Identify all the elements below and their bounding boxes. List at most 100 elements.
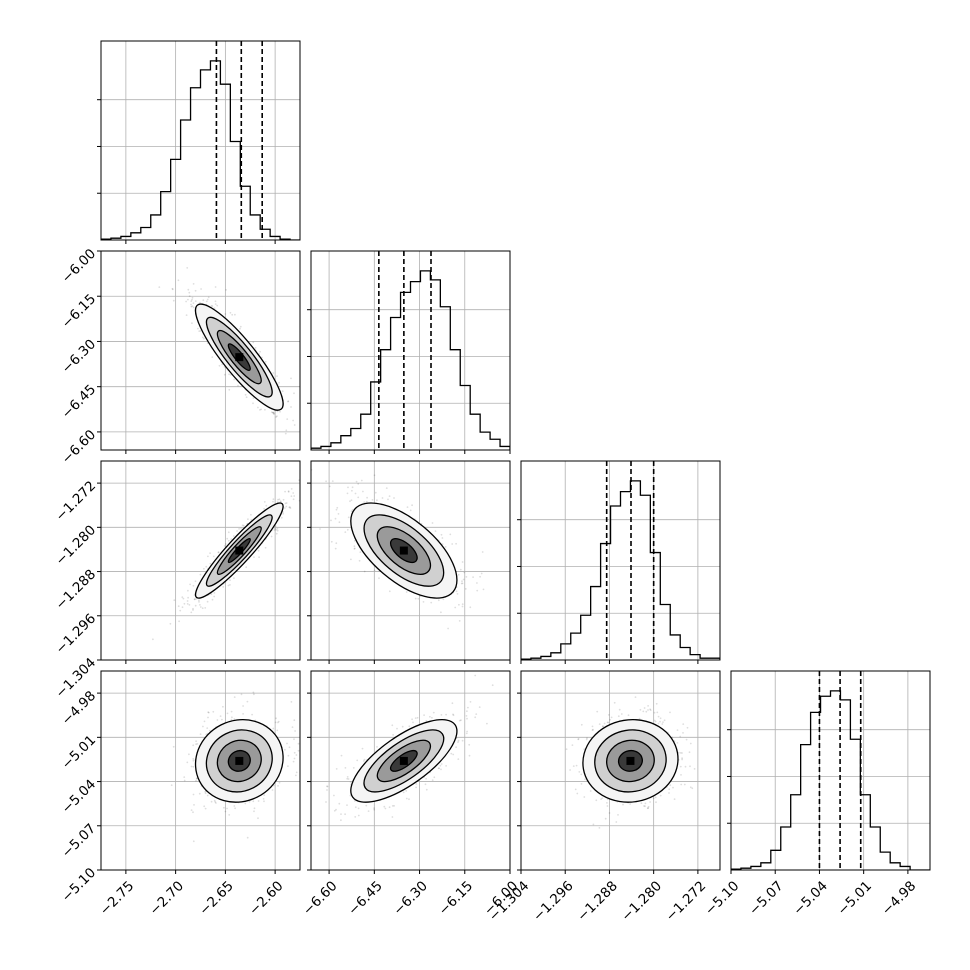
panel-content (101, 41, 300, 240)
scatter-point (286, 742, 288, 745)
scatter-point (478, 706, 481, 708)
panel-r3-c0 (97, 670, 301, 874)
scatter-point (482, 588, 485, 591)
scatter-point (412, 721, 414, 724)
scatter-point (252, 341, 255, 344)
scatter-point (183, 776, 186, 778)
scatter-point (190, 303, 192, 306)
histogram-step (731, 690, 930, 870)
scatter-point (192, 840, 195, 843)
scatter-point (396, 727, 398, 730)
scatter-point (662, 721, 664, 723)
scatter-point (425, 777, 427, 780)
scatter-point (350, 558, 352, 561)
scatter-point (282, 512, 285, 515)
scatter-point (649, 708, 651, 711)
scatter-point (622, 803, 624, 806)
scatter-point (192, 765, 195, 768)
scatter-point (293, 751, 296, 754)
scatter-point (577, 738, 580, 740)
scatter-point (211, 356, 214, 358)
scatter-point (331, 480, 334, 482)
scatter-point (357, 496, 360, 499)
scatter-point (647, 705, 649, 707)
scatter-point (461, 605, 464, 608)
scatter-point (491, 684, 494, 687)
scatter-point (627, 714, 630, 717)
scatter-point (272, 411, 274, 414)
scatter-point (276, 529, 279, 532)
scatter-point (676, 729, 679, 731)
scatter-point (233, 718, 236, 720)
scatter-point (455, 590, 458, 593)
scatter-point (274, 525, 277, 527)
scatter-point (440, 714, 443, 716)
scatter-point (441, 543, 444, 545)
scatter-point (233, 378, 236, 381)
scatter-point (580, 773, 583, 776)
scatter-point (450, 752, 453, 755)
scatter-point (257, 817, 259, 820)
scatter-point (679, 735, 682, 738)
scatter-point (240, 527, 242, 530)
scatter-point (610, 716, 613, 719)
scatter-point (467, 706, 469, 709)
scatter-point (265, 504, 268, 507)
histogram-step (521, 480, 720, 660)
scatter-point (254, 346, 257, 349)
scatter-point (680, 783, 683, 786)
density-contour (205, 729, 273, 793)
scatter-point (233, 805, 236, 807)
scatter-point (647, 709, 649, 711)
panel-r0-c0 (97, 40, 301, 244)
scatter-point (275, 416, 277, 418)
scatter-point (684, 765, 687, 768)
scatter-point (668, 792, 670, 794)
scatter-point (253, 810, 255, 813)
scatter-point (191, 322, 193, 324)
scatter-point (444, 546, 447, 548)
scatter-point (350, 510, 353, 512)
scatter-point (673, 798, 676, 800)
scatter-point (391, 724, 394, 727)
scatter-point (346, 804, 348, 806)
scatter-point (207, 555, 209, 558)
scatter-point (606, 721, 609, 724)
scatter-point (270, 411, 273, 414)
scatter-point (279, 500, 282, 503)
scatter-point (441, 537, 444, 539)
scatter-point (259, 409, 261, 411)
scatter-point (344, 767, 347, 769)
scatter-point (425, 720, 428, 722)
scatter-point (452, 713, 454, 716)
scatter-point (263, 507, 265, 510)
scatter-point (340, 754, 343, 757)
scatter-point (607, 714, 610, 716)
scatter-point (340, 813, 342, 815)
scatter-point (203, 337, 205, 340)
scatter-point (569, 769, 571, 771)
scatter-point (227, 531, 230, 534)
scatter-point (346, 777, 349, 780)
scatter-point (347, 486, 349, 489)
scatter-point (458, 603, 460, 606)
scatter-point (229, 311, 232, 314)
panel-r3-c2 (517, 670, 721, 874)
scatter-point (661, 723, 664, 725)
scatter-point (432, 711, 435, 714)
scatter-point (275, 532, 278, 535)
density-contour (194, 303, 284, 411)
scatter-point (227, 584, 230, 587)
scatter-point (388, 495, 391, 497)
scatter-point (449, 533, 452, 536)
scatter-point (431, 522, 434, 524)
scatter-point (656, 711, 659, 714)
scatter-point (691, 787, 694, 790)
scatter-point (272, 500, 274, 503)
scatter-point (659, 794, 662, 797)
scatter-point (228, 388, 231, 391)
scatter-point (216, 304, 219, 307)
scatter-point (607, 721, 610, 724)
scatter-point (653, 711, 656, 714)
scatter-point (606, 802, 608, 804)
